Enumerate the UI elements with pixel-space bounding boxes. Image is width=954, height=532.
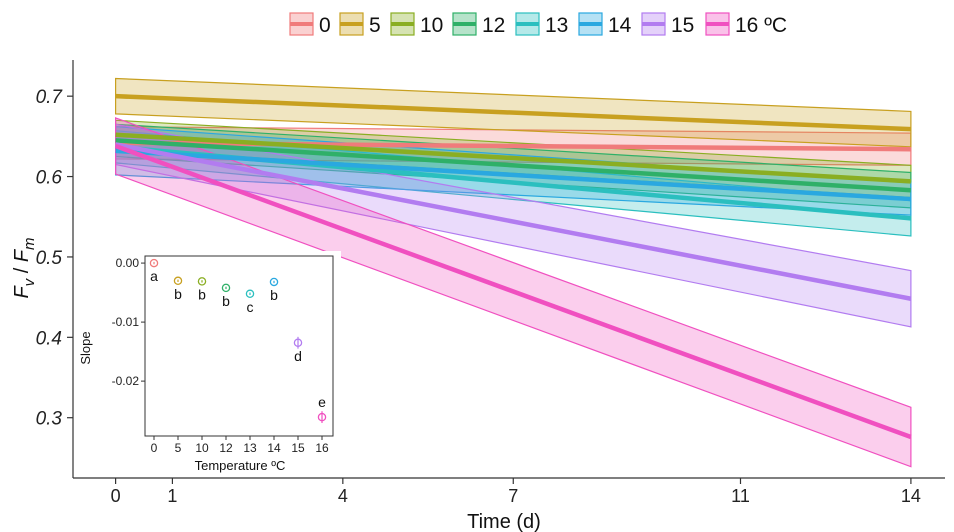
legend-label-0c: 0: [319, 14, 331, 37]
inset-point: [293, 338, 303, 348]
inset-letter-label: c: [247, 299, 254, 315]
inset-letter-label: d: [294, 348, 302, 364]
y-tick-label: 0.4: [36, 328, 62, 349]
legend-label-12c: 12: [482, 14, 505, 37]
y-axis-title-f2: F: [11, 248, 33, 262]
inset-x-tick-label: 14: [267, 441, 281, 455]
y-tick-label: 0.7: [36, 87, 64, 108]
line-5c: [115, 93, 912, 132]
inset-point: [197, 277, 207, 286]
inset-point: [221, 283, 231, 293]
y-axis-title: Fv / Fm: [11, 237, 38, 298]
inset-letter-label: b: [174, 286, 182, 302]
line-14c: [115, 148, 912, 202]
legend-label-10c: 10: [420, 14, 443, 37]
main-axes: [72, 60, 945, 479]
inset-letter-label: a: [150, 268, 158, 284]
y-tick-label: 0.6: [36, 168, 63, 189]
inset-point: [269, 277, 279, 287]
inset-x-tick-label: 10: [195, 441, 209, 455]
inset-point: [173, 276, 183, 286]
y-axis-title-sep: /: [11, 262, 33, 279]
inset-y-tick-label: -0.02: [112, 374, 140, 388]
inset-x-tick-label: 12: [219, 441, 233, 455]
inset-letter-label: e: [318, 394, 326, 410]
inset-letter-label: b: [270, 287, 278, 303]
line-16c: [114, 143, 912, 440]
x-tick-label: 7: [508, 486, 518, 506]
x-tick-label: 11: [731, 486, 750, 506]
y-ticks: 0.3 0.4 0.5 0.6 0.7: [36, 87, 73, 430]
legend-label-5c: 5: [369, 14, 381, 37]
inset-panel: [144, 255, 334, 437]
inset-point: [317, 412, 327, 422]
inset-y-tick-label: -0.01: [112, 315, 140, 329]
inset-y-ticks: 0.00 -0.01 -0.02: [112, 256, 145, 388]
x-axis-title: Time (d): [467, 511, 541, 532]
y-axis-title-f1: F: [11, 285, 33, 299]
legend-label-14c: 14: [608, 14, 632, 37]
inset-x-ticks: 0 5 10 12 13 14 15 16: [151, 436, 329, 455]
inset-x-tick-label: 15: [291, 441, 305, 455]
x-tick-label: 1: [167, 486, 177, 506]
legend-label-13c: 13: [545, 14, 568, 37]
line-10c: [115, 132, 912, 184]
x-tick-label: 0: [111, 486, 121, 506]
inset-x-tick-label: 16: [315, 441, 329, 455]
x-tick-label: 14: [901, 486, 921, 506]
legend-label-15c: 15: [671, 14, 694, 37]
legend-label-16c: 16 ºC: [735, 14, 787, 37]
inset-y-axis-title: Slope: [78, 331, 93, 364]
y-axis-title-sub2: m: [21, 237, 38, 250]
inset-x-tick-label: 13: [243, 441, 257, 455]
x-tick-label: 4: [338, 486, 348, 506]
inset-x-axis-title: Temperature ºC: [195, 458, 286, 473]
inset-y-tick-label: 0.00: [116, 256, 140, 270]
inset-point: [245, 289, 255, 299]
y-tick-label: 0.5: [36, 248, 63, 269]
line-12c: [115, 138, 912, 193]
inset-x-tick-label: 0: [151, 441, 158, 455]
inset-letter-label: b: [198, 286, 206, 302]
y-axis-title-sub1: v: [21, 277, 38, 286]
legend: 0 5 10 12 13 14 15 16 ºC: [289, 12, 787, 37]
inset-letter-label: b: [222, 293, 230, 309]
y-tick-label: 0.3: [36, 409, 63, 430]
inset-point: [149, 258, 159, 268]
regression-lines: [114, 93, 912, 440]
x-ticks: 0 1 4 7 11 14: [111, 478, 921, 506]
inset-x-tick-label: 5: [175, 441, 182, 455]
line-15c: [115, 142, 912, 301]
